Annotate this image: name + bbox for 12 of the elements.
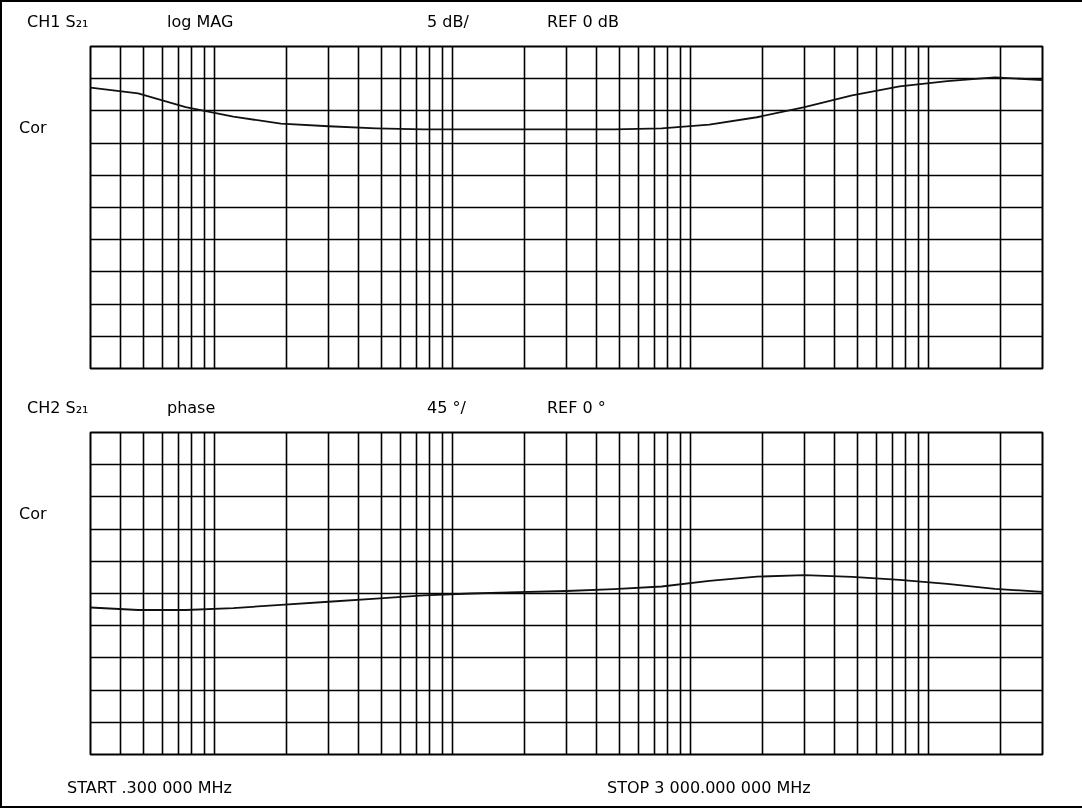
chart-subtitle: phase <box>167 397 216 419</box>
text: STOP 3 000.000 000 MHz <box>607 777 811 799</box>
chart-title: CH2 S₂₁ <box>27 397 89 419</box>
chart-title: CH1 S₂₁ <box>27 11 89 33</box>
text: REF 0 dB <box>547 11 619 33</box>
text: 5 dB/ <box>427 11 469 33</box>
text: Cor <box>19 117 47 139</box>
text: REF 0 ° <box>547 397 606 419</box>
text: Cor <box>19 503 47 525</box>
text: 45 °/ <box>427 397 466 419</box>
text: START .300 000 MHz <box>67 777 233 799</box>
chart-subtitle: log MAG <box>167 11 234 33</box>
